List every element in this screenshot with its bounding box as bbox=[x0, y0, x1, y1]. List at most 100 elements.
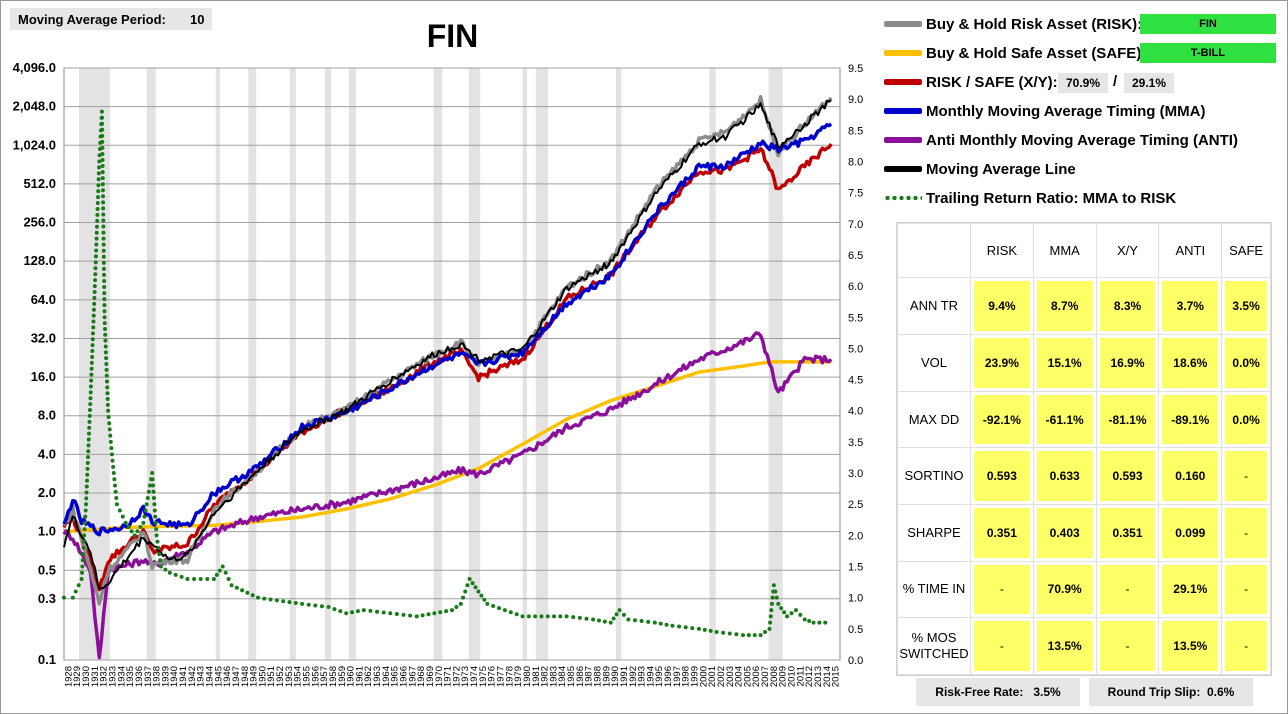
risk-free-value[interactable]: 3.5% bbox=[1033, 685, 1061, 699]
y-left-tick-label: 128.0 bbox=[23, 253, 56, 268]
x-tick-label: 1996 bbox=[663, 666, 674, 687]
x-tick-label: 1993 bbox=[637, 666, 648, 687]
ma-period-box: Moving Average Period: 10 bbox=[10, 8, 212, 30]
ratio-dot bbox=[70, 595, 75, 600]
x-tick-label: 1934 bbox=[116, 666, 127, 687]
ratio-dot bbox=[683, 625, 688, 630]
ratio-dot bbox=[91, 313, 96, 318]
ma-period-value[interactable]: 10 bbox=[190, 11, 205, 27]
ratio-dot bbox=[102, 315, 107, 320]
ratio-dot bbox=[82, 527, 87, 532]
alloc-y-field[interactable]: 29.1% bbox=[1124, 73, 1174, 93]
ratio-dot bbox=[746, 633, 751, 638]
y-left-tick-label: 8.0 bbox=[38, 408, 56, 423]
ratio-dot bbox=[150, 471, 155, 476]
ratio-dot bbox=[154, 533, 159, 538]
risk-asset-field[interactable]: FIN bbox=[1140, 14, 1276, 34]
stats-row: % MOS SWITCHED -13.5% -13.5% - bbox=[897, 617, 1271, 675]
x-tick-label: 1970 bbox=[434, 666, 445, 687]
x-tick-label: 1959 bbox=[337, 666, 348, 687]
alloc-x-field[interactable]: 70.9% bbox=[1058, 73, 1108, 93]
ratio-dot bbox=[81, 552, 86, 557]
ratio-dot bbox=[84, 496, 89, 501]
stats-cell: 0.351 bbox=[1095, 503, 1160, 562]
ratio-dot bbox=[86, 449, 91, 454]
ratio-dot bbox=[103, 338, 108, 343]
legend-swatch-ma-line bbox=[884, 166, 922, 172]
ratio-dot bbox=[94, 248, 99, 253]
ratio-dot bbox=[104, 362, 109, 366]
ratio-dot bbox=[611, 616, 616, 621]
ratio-dot bbox=[92, 284, 97, 289]
ratio-dot bbox=[89, 360, 94, 365]
stats-row: ANN TR 9.4% 8.7% 8.3% 3.7% 3.5% bbox=[897, 277, 1271, 336]
x-tick-label: 1967 bbox=[407, 666, 418, 687]
ratio-dot bbox=[100, 121, 105, 126]
ratio-dot bbox=[153, 520, 158, 525]
ratio-dot bbox=[782, 610, 787, 615]
stats-cell: -81.1% bbox=[1095, 390, 1160, 449]
ratio-dot bbox=[602, 619, 607, 624]
ratio-dot bbox=[401, 612, 406, 617]
ratio-dot bbox=[85, 472, 90, 477]
x-tick-label: 2002 bbox=[716, 666, 727, 687]
ratio-dot bbox=[158, 558, 163, 563]
ratio-dot bbox=[103, 344, 108, 349]
y-right-tick-label: 2.0 bbox=[848, 530, 863, 542]
ratio-dot bbox=[91, 331, 96, 336]
y-right-tick-label: 3.5 bbox=[848, 437, 863, 449]
legend-swatch-ratio bbox=[884, 195, 922, 201]
ratio-dot bbox=[80, 570, 85, 575]
legend-label-anti: Anti Monthly Moving Average Timing (ANTI… bbox=[926, 131, 1238, 149]
safe-asset-field[interactable]: T-BILL bbox=[1140, 43, 1276, 63]
ratio-dot bbox=[155, 539, 160, 544]
y-left-tick-label: 2.0 bbox=[38, 485, 56, 500]
ratio-dot bbox=[101, 266, 106, 271]
ratio-dot bbox=[769, 601, 774, 606]
shaded-period bbox=[325, 68, 332, 660]
x-tick-label: 1985 bbox=[566, 666, 577, 687]
ratio-dot bbox=[577, 615, 582, 620]
x-tick-label: 1960 bbox=[346, 666, 357, 687]
shaded-period bbox=[348, 68, 356, 660]
ratio-dot bbox=[91, 325, 96, 330]
stats-cell: 8.7% bbox=[1032, 277, 1097, 336]
ratio-dot bbox=[485, 601, 490, 606]
stats-cell: 0.633 bbox=[1032, 447, 1097, 505]
stats-row: % TIME IN -70.9% -29.1% - bbox=[897, 560, 1271, 619]
x-tick-label: 1971 bbox=[443, 666, 454, 687]
ratio-dot bbox=[109, 452, 114, 457]
ratio-dot bbox=[144, 502, 149, 507]
legend-label-ma-line: Moving Average Line bbox=[926, 160, 1076, 178]
stats-cell-value: - bbox=[974, 564, 1030, 615]
y-right-tick-label: 3.0 bbox=[848, 468, 863, 480]
ratio-dot bbox=[99, 115, 104, 120]
stats-cell-value: 0.0% bbox=[1225, 338, 1267, 388]
main-chart: 4,096.0 2,048.0 1,024.0 512.0 256.0 128.0 64.0… bbox=[13, 60, 864, 687]
ratio-dot bbox=[132, 533, 137, 538]
x-tick-label: 1964 bbox=[381, 666, 392, 687]
x-tick-label: 1939 bbox=[160, 666, 171, 687]
ratio-dot bbox=[89, 378, 94, 383]
ratio-dot bbox=[80, 558, 85, 563]
ratio-dot bbox=[626, 617, 631, 622]
ratio-dot bbox=[163, 567, 168, 572]
ratio-dot bbox=[82, 520, 87, 525]
slip-value[interactable]: 0.6% bbox=[1206, 685, 1235, 699]
shaded-period bbox=[535, 68, 549, 660]
x-tick-label: 1998 bbox=[681, 666, 692, 687]
x-tick-label: 1968 bbox=[416, 666, 427, 687]
ratio-dot bbox=[117, 508, 122, 513]
x-tick-label: 2000 bbox=[698, 666, 709, 687]
slip-label: Round Trip Slip: bbox=[1107, 685, 1201, 699]
chart-title: FIN bbox=[426, 18, 479, 54]
ratio-dot bbox=[138, 525, 143, 530]
ratio-dot bbox=[545, 614, 550, 619]
ratio-dot bbox=[313, 603, 318, 608]
stats-cell-value: 23.9% bbox=[974, 338, 1030, 388]
ratio-dot bbox=[152, 508, 157, 513]
legend-label-mma: Monthly Moving Average Timing (MMA) bbox=[926, 102, 1206, 120]
ratio-dot bbox=[101, 242, 106, 247]
stats-cell: 0.099 bbox=[1158, 503, 1223, 562]
x-tick-label: 1978 bbox=[504, 666, 515, 687]
